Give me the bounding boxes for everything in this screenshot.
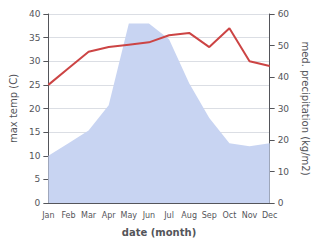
svg-text:Aug: Aug xyxy=(181,211,197,220)
svg-text:Nov: Nov xyxy=(242,211,258,220)
svg-text:60: 60 xyxy=(278,9,290,19)
svg-text:May: May xyxy=(121,211,138,220)
svg-text:Feb: Feb xyxy=(61,211,75,220)
svg-text:10: 10 xyxy=(29,151,41,161)
svg-text:35: 35 xyxy=(29,33,40,43)
svg-text:30: 30 xyxy=(278,104,290,114)
svg-text:40: 40 xyxy=(29,9,41,19)
svg-text:Apr: Apr xyxy=(102,211,117,220)
svg-text:max temp (C): max temp (C) xyxy=(8,74,19,143)
svg-text:20: 20 xyxy=(29,104,41,114)
svg-text:30: 30 xyxy=(29,56,41,66)
svg-text:40: 40 xyxy=(278,72,290,82)
svg-text:20: 20 xyxy=(278,135,290,145)
svg-text:Dec: Dec xyxy=(262,211,277,220)
svg-text:date (month): date (month) xyxy=(122,227,196,238)
svg-text:50: 50 xyxy=(278,41,290,51)
svg-text:Jun: Jun xyxy=(142,211,156,220)
svg-text:Mar: Mar xyxy=(81,211,97,220)
svg-text:med. precipitation (kg/m2): med. precipitation (kg/m2) xyxy=(300,41,311,175)
svg-text:Jan: Jan xyxy=(41,211,54,220)
svg-text:Sep: Sep xyxy=(202,211,217,220)
svg-text:25: 25 xyxy=(29,80,40,90)
svg-text:0: 0 xyxy=(278,198,284,208)
svg-text:10: 10 xyxy=(278,167,290,177)
svg-text:Jul: Jul xyxy=(163,211,174,220)
svg-text:5: 5 xyxy=(35,174,41,184)
svg-text:0: 0 xyxy=(35,198,41,208)
svg-text:15: 15 xyxy=(29,127,40,137)
svg-text:Oct: Oct xyxy=(222,211,236,220)
